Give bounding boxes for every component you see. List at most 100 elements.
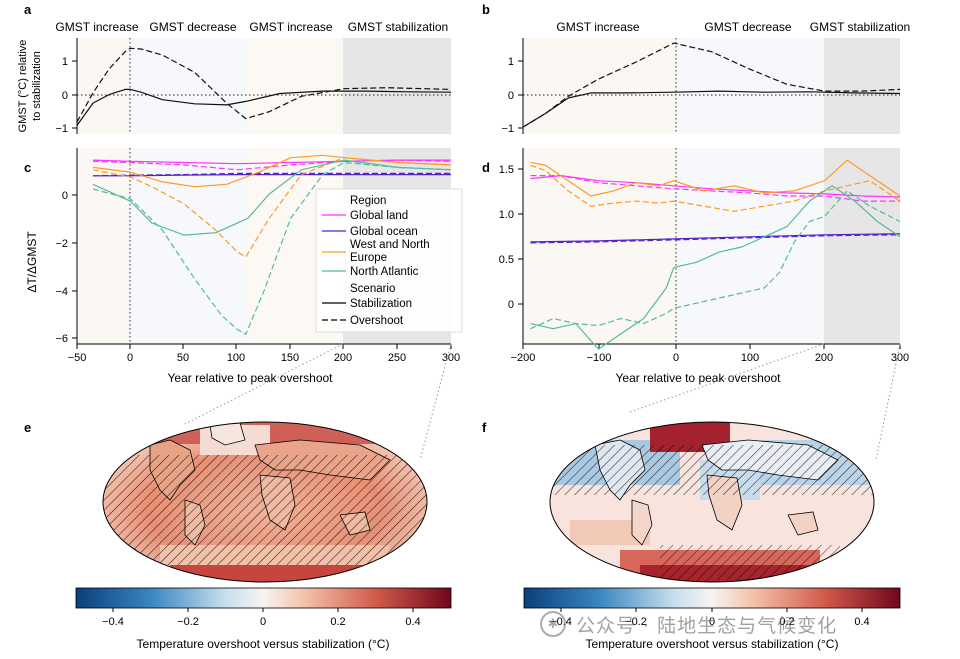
series-a-overshoot [76, 47, 452, 123]
panel-d-y-ticks: 1.5 1.0 0.5 0 [499, 164, 523, 311]
series-c-global-land-stabilization [92, 159, 451, 165]
legend-item-stabilization: Stabilization [350, 298, 412, 310]
series-a-stabilization [76, 88, 452, 126]
y-tick-label: 0 [508, 299, 514, 311]
x-tick-label: −100 [587, 352, 612, 364]
y-tick-label: 0.5 [499, 254, 514, 266]
series-c-west-and-north-europe-overshoot [92, 157, 452, 258]
y-tick-label: −4 [55, 286, 68, 298]
legend-item-global-ocean: Global ocean [350, 226, 418, 238]
phase-label-a-1: GMST increase [55, 20, 138, 34]
panel-c-xlabel: Year relative to peak overshoot [168, 371, 334, 385]
colorbar-label-f: Temperature overshoot versus stabilizati… [586, 637, 839, 651]
phase-label-a-3: GMST increase [249, 20, 332, 34]
y-tick-label: 1.0 [499, 209, 514, 221]
phase-label-a-2: GMST decrease [149, 20, 236, 34]
y-tick-label: 0 [62, 190, 68, 202]
colorbar-label-e: Temperature overshoot versus stabilizati… [137, 637, 390, 651]
x-tick-label: −200 [511, 352, 536, 364]
series-d-global-ocean-overshoot [530, 234, 901, 244]
x-tick-label: 250 [388, 352, 406, 364]
y-tick-label: 0 [508, 90, 514, 102]
legend-scenario-title: Scenario [350, 283, 395, 295]
legend-item-west-north-europe-line2: Europe [350, 252, 387, 264]
series-b-overshoot [522, 42, 901, 128]
phase-label-b-2: GMST decrease [704, 20, 791, 34]
series-d-west-and-north-europe-overshoot [530, 164, 901, 212]
panel-c-y-ticks: 0 −2 −4 −6 [55, 190, 77, 345]
y-tick-label: 0 [62, 90, 68, 102]
legend-item-global-land: Global land [350, 210, 408, 222]
x-tick-label: 150 [281, 352, 299, 364]
colorbar-tick: −0.4 [102, 616, 124, 628]
y-tick-label: −1 [501, 123, 514, 135]
x-tick-label: 200 [334, 352, 352, 364]
y-tick-label: −2 [55, 238, 68, 250]
panel-c-x-ticks: −50 0 50 100 150 200 250 300 [68, 344, 460, 364]
panel-a-y-ticks: 1 0 −1 [55, 56, 77, 135]
series-c-global-ocean-stabilization [93, 174, 451, 177]
legend-region-title: Region [350, 195, 386, 207]
series-c-global-land-overshoot [92, 159, 452, 171]
legend-item-north-atlantic: North Atlantic [350, 266, 419, 278]
phase-label-b-1: GMST increase [556, 20, 639, 34]
panel-b-background [523, 38, 900, 134]
panel-a-plot [76, 47, 452, 126]
colorbar-e: −0.4 −0.2 0 0.2 0.4 Temperature overshoo… [75, 587, 452, 651]
colorbar-tick: 0 [709, 616, 715, 628]
x-tick-label: 300 [442, 352, 460, 364]
panel-c-plot [92, 154, 452, 335]
colorbar-tick: 0.2 [330, 616, 345, 628]
colorbar-tick: −0.2 [625, 616, 647, 628]
map-e [102, 421, 428, 583]
y-tick-label: −6 [55, 333, 68, 345]
x-tick-label: 0 [673, 352, 679, 364]
colorbar-tick: 0.4 [405, 616, 420, 628]
series-d-north-atlantic-stabilization [530, 185, 901, 350]
colorbar-tick: −0.4 [550, 616, 572, 628]
x-tick-label: 100 [227, 352, 245, 364]
panel-letter-b: b [482, 2, 490, 17]
series-c-north-atlantic-stabilization [92, 159, 452, 236]
panel-letter-d: d [482, 160, 490, 175]
x-tick-label: 50 [177, 352, 189, 364]
panel-b-plot [522, 42, 901, 128]
map-f [549, 421, 875, 583]
x-tick-label: 300 [891, 352, 909, 364]
panel-a-background [77, 38, 451, 134]
x-tick-label: 200 [815, 352, 833, 364]
legend-item-overshoot: Overshoot [350, 315, 404, 327]
y-tick-label: −1 [55, 123, 68, 135]
panel-letter-c: c [24, 160, 31, 175]
legend-item-west-north-europe-line1: West and North [350, 239, 430, 251]
series-d-global-ocean-stabilization [530, 233, 901, 243]
phase-label-b-3: GMST stabilization [810, 20, 910, 34]
series-d-global-land-stabilization [530, 175, 901, 198]
panel-d-background [523, 148, 900, 344]
panel-b-y-ticks: 1 0 −1 [501, 56, 523, 135]
colorbar-tick: −0.2 [177, 616, 199, 628]
y-tick-label: 1 [508, 56, 514, 68]
y-tick-label: 1 [62, 56, 68, 68]
panel-letter-e: e [24, 420, 31, 435]
legend: Region Global land Global ocean West and… [315, 188, 463, 333]
panel-d-xlabel: Year relative to peak overshoot [616, 371, 782, 385]
series-d-west-and-north-europe-stabilization [530, 159, 901, 197]
phase-label-a-4: GMST stabilization [348, 20, 448, 34]
series-c-north-atlantic-overshoot [92, 161, 452, 335]
colorbar-tick: 0.2 [779, 616, 794, 628]
colorbar-f: −0.4 −0.2 0 0.2 0.4 Temperature overshoo… [523, 587, 901, 651]
x-tick-label: 0 [127, 352, 133, 364]
y-tick-label: 1.5 [499, 164, 514, 176]
panel-a-ylabel-line1: GMST (°C) relative [17, 40, 29, 133]
colorbar-tick: 0.4 [854, 616, 869, 628]
panel-cd-ylabel: ΔT/ΔGMST [25, 231, 39, 293]
x-tick-label: 100 [741, 352, 759, 364]
series-d-global-land-overshoot [530, 175, 900, 202]
panel-d-x-ticks: −200 −100 0 100 200 300 [511, 344, 909, 364]
zoom-connectors [184, 343, 901, 461]
panel-letter-f: f [482, 420, 487, 435]
x-tick-label: −50 [68, 352, 87, 364]
colorbar-tick: 0 [260, 616, 266, 628]
